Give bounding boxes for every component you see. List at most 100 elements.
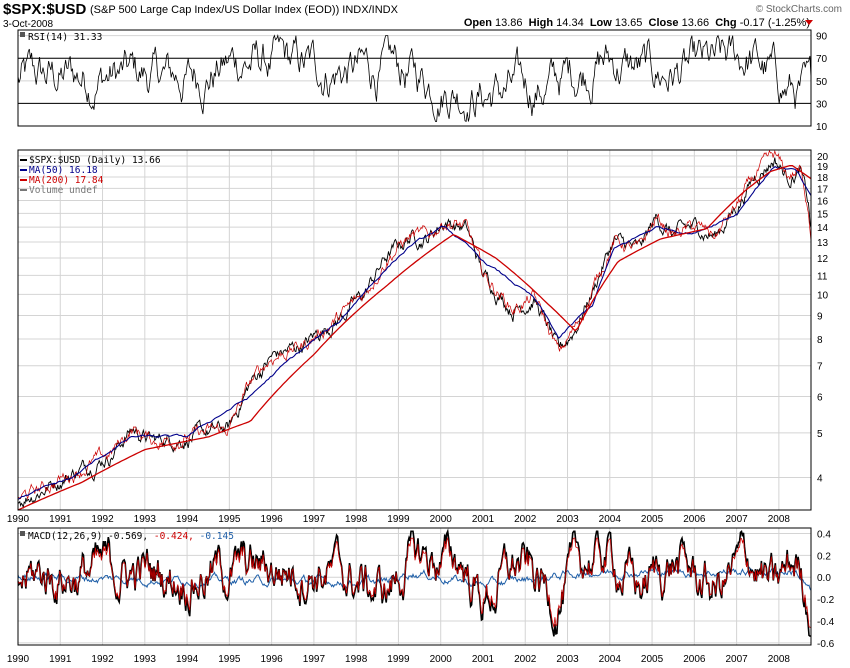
price-x-tick-label: 1990 [7,514,30,525]
signal-legend-value: -0.424, [154,531,200,542]
macd-x-tick-label: 2000 [430,654,453,665]
price-series-line [17,157,812,510]
chg-label: Chg [715,17,737,29]
price-x-tick-label: 1991 [49,514,72,525]
rsi-tick-label: 90 [816,32,828,43]
price-x-tick-label: 1999 [387,514,410,525]
macd-legend-label: MACD(12,26,9) [28,531,108,542]
macd-tick-label: -0.6 [817,639,835,650]
macd-x-tick-label: 1999 [387,654,410,665]
low-value: 13.65 [614,17,643,29]
price-tick-label: 6 [817,392,823,403]
macd-legend-icon [20,531,25,536]
price-x-tick-label: 1997 [303,514,326,525]
down-arrow-icon [805,20,813,25]
macd-tick-label: -0.2 [817,595,835,606]
price-tick-label: 18 [817,173,829,184]
ma50-legend-label: MA(50) 16.18 [29,165,98,176]
price-tick-label: 13 [817,238,829,249]
macd-x-tick-label: 2006 [683,654,706,665]
price-tick-label: 19 [817,162,829,173]
macd-x-tick-label: 2007 [725,654,748,665]
macd-tick-label: -0.4 [817,617,835,628]
price-x-tick-label: 1992 [91,514,114,525]
price-x-tick-label: 1993 [134,514,157,525]
macd-x-tick-label: 1992 [91,654,114,665]
macd-x-tick-label: 1993 [134,654,157,665]
macd-tick-label: 0.0 [817,573,831,584]
price-tick-label: 10 [817,290,829,301]
chg-value: -0.17 (-1.25%) [739,17,810,29]
macd-tick-label: 0.2 [817,551,831,562]
price-tick-label: 16 [817,196,829,207]
rsi-series-line [17,34,812,123]
price-tick-label: 5 [817,429,823,440]
close-value: 13.66 [681,17,710,29]
price-x-tick-label: 2001 [472,514,495,525]
quote-summary: Open 13.86 High 14.34 Low 13.65 Close 13… [464,17,810,29]
rsi-tick-label: 30 [816,99,828,110]
price-tick-label: 7 [817,362,823,373]
price-x-tick-label: 2007 [725,514,748,525]
macd-legend-value: -0.569, [108,531,154,542]
price-tick-label: 11 [817,271,828,282]
macd-x-tick-label: 2003 [556,654,579,665]
ma50-series-line [17,166,812,500]
price-x-tick-label: 1994 [176,514,199,525]
macd-legend: MACD(12,26,9) -0.569, -0.424, -0.145 [28,531,234,542]
price-x-tick-label: 2004 [599,514,622,525]
high-value: 14.34 [556,17,584,29]
macd-tick-label: 0.4 [817,529,831,540]
price-x-tick-label: 2005 [641,514,664,525]
ma200-legend-label: MA(200) 17.84 [29,175,104,186]
price-frame [17,149,812,511]
rsi-legend-icon [20,32,25,37]
rsi-panel: 10 30 50 70 90 RSI(14) 31.33 [17,29,828,133]
macd-x-tick-label: 1996 [260,654,283,665]
price-tick-label: 9 [817,311,823,322]
price-bar-overlay [17,149,812,501]
price-tick-label: 12 [817,254,829,265]
price-legend-label: $SPX:$USD (Daily) 13.66 [29,155,161,166]
price-x-tick-label: 2006 [683,514,706,525]
close-label: Close [648,17,679,29]
rsi-tick-label: 70 [816,54,828,65]
macd-signal-line [17,536,812,628]
rsi-tick-label: 10 [816,122,828,133]
open-value: 13.86 [495,17,523,29]
price-x-tick-label: 2003 [556,514,579,525]
macd-x-tick-label: 1997 [303,654,326,665]
price-x-tick-label: 1998 [345,514,368,525]
rsi-frame [17,29,812,127]
symbol-description: (S&P 500 Large Cap Index/US Dollar Index… [90,4,398,16]
symbol-title: $SPX:$USD [3,1,87,18]
price-x-tick-label: 2000 [430,514,453,525]
high-label: High [528,17,554,29]
macd-x-tick-label: 1994 [176,654,199,665]
price-tick-label: 4 [817,474,823,485]
macd-x-tick-label: 1995 [218,654,241,665]
rsi-legend-label: RSI(14) 31.33 [28,32,102,43]
macd-x-tick-label: 2005 [641,654,664,665]
open-label: Open [463,17,492,29]
volume-legend-label: Volume undef [29,185,98,196]
price-tick-label: 15 [817,209,829,220]
watermark: © StockCharts.com [755,4,842,15]
price-x-tick-label: 2002 [514,514,537,525]
macd-x-tick-label: 2002 [514,654,537,665]
macd-x-tick-label: 1991 [49,654,72,665]
macd-x-tick-label: 1990 [7,654,30,665]
macd-x-tick-label: 2001 [472,654,495,665]
price-x-tick-label: 1996 [260,514,283,525]
price-x-tick-label: 2008 [768,514,791,525]
price-tick-label: 14 [817,223,829,234]
low-label: Low [589,17,612,29]
histogram-legend-value: -0.145 [200,531,234,542]
macd-x-tick-label: 1998 [345,654,368,665]
macd-x-tick-label: 2008 [768,654,791,665]
chart-date: 3-Oct-2008 [3,19,54,30]
price-tick-label: 17 [817,184,829,195]
chart-header: $SPX:$USD (S&P 500 Large Cap Index/US Do… [0,0,850,30]
